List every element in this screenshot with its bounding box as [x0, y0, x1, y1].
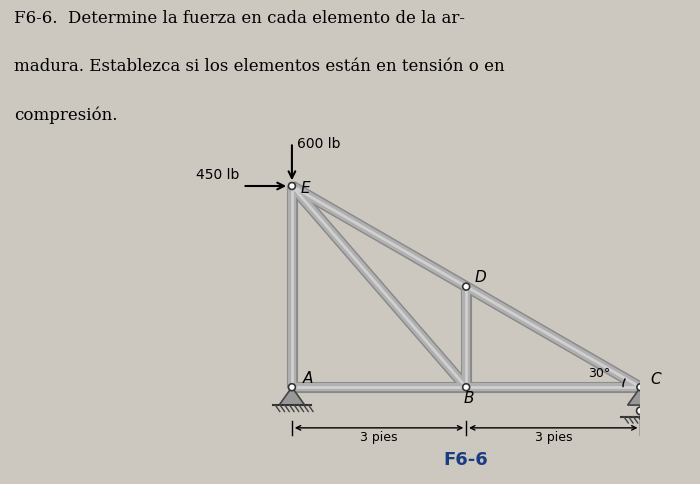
Text: A: A	[302, 371, 313, 386]
Polygon shape	[628, 387, 653, 405]
Text: F6-6: F6-6	[444, 451, 489, 469]
Circle shape	[637, 384, 644, 391]
Text: 30°: 30°	[588, 367, 610, 380]
Text: madura. Establezca si los elementos están en tensión o en: madura. Establezca si los elementos está…	[14, 58, 505, 75]
Text: 3 pies: 3 pies	[360, 431, 398, 444]
Text: F6-6.  Determine la fuerza en cada elemento de la ar-: F6-6. Determine la fuerza en cada elemen…	[14, 10, 465, 27]
Polygon shape	[279, 387, 304, 405]
Circle shape	[463, 384, 470, 391]
Text: C: C	[651, 372, 661, 387]
Text: 600 lb: 600 lb	[297, 137, 340, 151]
Text: 3 pies: 3 pies	[535, 431, 572, 444]
Circle shape	[463, 283, 470, 290]
Circle shape	[636, 407, 644, 415]
Circle shape	[288, 182, 295, 190]
Text: D: D	[475, 270, 486, 285]
Circle shape	[288, 384, 295, 391]
Text: compresión.: compresión.	[14, 106, 118, 124]
Text: B: B	[464, 392, 475, 407]
Text: 450 lb: 450 lb	[196, 168, 239, 182]
Text: E: E	[300, 182, 310, 197]
